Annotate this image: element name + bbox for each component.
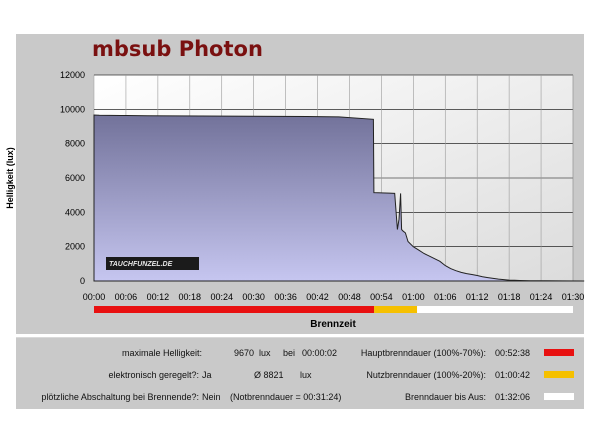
x-tick-label: 00:24 <box>210 292 233 302</box>
x-tick-label: 00:30 <box>242 292 265 302</box>
x-tick-label: 00:12 <box>147 292 170 302</box>
logo: TAUCHFUNZEL.DE <box>106 257 199 270</box>
main-burn-swatch <box>544 349 574 356</box>
shutdown-value: Nein <box>202 392 221 402</box>
x-tick-label: 00:48 <box>338 292 361 302</box>
max-brightness-at: bei <box>283 348 296 358</box>
average-brightness-value: Ø 8821 <box>254 370 284 380</box>
max-brightness-value: 9670 <box>233 348 254 358</box>
x-axis-label: Brennzeit <box>310 319 356 330</box>
phase-segment <box>94 306 375 313</box>
shutdown-label: plötzliche Abschaltung bei Brennende?: <box>41 392 199 402</box>
y-tick-label: 6000 <box>65 173 85 183</box>
chart: 0 2000 4000 6000 8000 10000 12000 00:00 00:06 00… <box>5 70 585 330</box>
max-brightness-time: 00:00:02 <box>302 348 338 358</box>
x-tick-label: 00:06 <box>115 292 138 302</box>
max-brightness-unit: lux <box>259 348 271 358</box>
info-panel: maximale Helligkeit: 9670 lux bei 00:00:… <box>16 337 584 409</box>
y-tick-label: 12000 <box>60 70 85 80</box>
burn-until-off-value: 01:32:06 <box>495 392 531 402</box>
x-tick-label: 01:18 <box>498 292 521 302</box>
usable-burn-swatch <box>544 371 574 378</box>
usable-burn-label: Nutzbrenndauer (100%-20%): <box>366 370 486 380</box>
main-burn-label: Hauptbrenndauer (100%-70%): <box>360 348 486 358</box>
y-tick-label: 4000 <box>65 207 85 217</box>
x-tick-label: 00:36 <box>274 292 297 302</box>
logo-text: TAUCHFUNZEL.DE <box>109 261 173 268</box>
max-brightness-label: maximale Helligkeit: <box>121 348 202 358</box>
y-tick-label: 8000 <box>65 139 85 149</box>
y-axis-label: Helligkeit (lux) <box>5 147 15 209</box>
y-tick-label: 0 <box>80 276 85 286</box>
x-tick-label: 00:00 <box>83 292 106 302</box>
x-tick-label: 00:42 <box>306 292 329 302</box>
main-burn-value: 00:52:38 <box>495 348 531 358</box>
usable-burn-value: 01:00:42 <box>495 370 531 380</box>
x-tick-label: 00:18 <box>179 292 202 302</box>
regulated-label: elektronisch geregelt?: <box>108 370 199 380</box>
series-area <box>93 114 585 282</box>
average-brightness-unit: lux <box>300 370 312 380</box>
y-tick-label: 2000 <box>65 242 85 252</box>
x-tick-label: 01:00 <box>402 292 425 302</box>
x-tick-label: 00:54 <box>370 292 393 302</box>
regulated-value: Ja <box>202 370 212 380</box>
burn-until-off-swatch <box>544 393 574 400</box>
phase-segment <box>417 306 573 313</box>
emergency-burn-time: (Notbrenndauer = 00:31:24) <box>230 392 342 402</box>
x-tick-label: 01:24 <box>530 292 553 302</box>
y-tick-label: 10000 <box>60 104 85 114</box>
chart-title: mbsub Photon <box>92 37 263 61</box>
phase-segment <box>374 306 418 313</box>
burn-until-off-label: Brenndauer bis Aus: <box>404 392 486 402</box>
x-tick-label: 01:06 <box>434 292 457 302</box>
x-tick-label: 01:30 <box>562 292 585 302</box>
x-tick-label: 01:12 <box>466 292 489 302</box>
